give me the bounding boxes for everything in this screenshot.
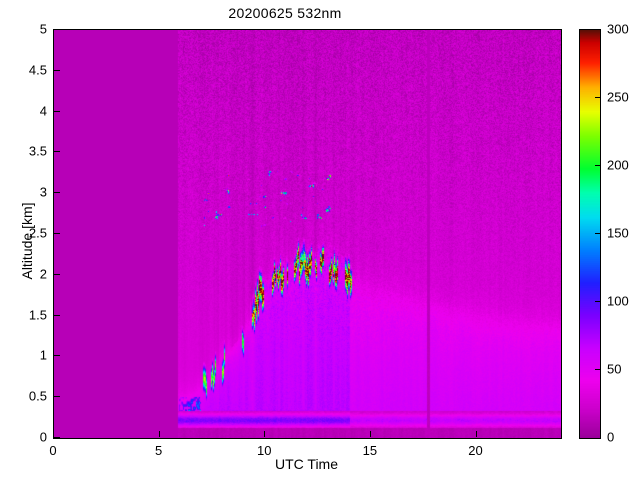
y-tick-mark xyxy=(54,151,60,152)
y-tick-mark xyxy=(54,274,60,275)
colorbar-tick-mark xyxy=(595,301,600,302)
y-tick-mark xyxy=(54,70,60,71)
y-tick-mark xyxy=(54,396,60,397)
colorbar-tick-mark xyxy=(595,97,600,98)
y-tick-label: 3 xyxy=(39,184,47,200)
colorbar-canvas xyxy=(580,30,600,438)
y-tick-label: 2 xyxy=(39,266,47,282)
x-tick-label: 20 xyxy=(468,443,483,458)
colorbar-tick-label: 50 xyxy=(607,361,622,377)
y-tick-mark xyxy=(54,315,60,316)
colorbar-tick-label: 100 xyxy=(607,293,629,309)
x-tick-mark xyxy=(53,431,54,437)
x-tick-label: 15 xyxy=(362,443,378,458)
x-tick-label: 10 xyxy=(257,443,272,458)
colorbar-tick-label: 250 xyxy=(607,89,629,105)
x-tick-mark xyxy=(264,431,265,437)
y-tick-mark xyxy=(54,192,60,193)
colorbar[interactable] xyxy=(579,29,601,439)
y-tick-label: 0.5 xyxy=(28,388,47,404)
y-tick-label: 1 xyxy=(39,347,47,363)
colorbar-tick-mark xyxy=(595,369,600,370)
y-tick-label: 4.5 xyxy=(28,62,47,78)
colorbar-tick-label: 300 xyxy=(607,21,629,37)
colorbar-tick-label: 0 xyxy=(607,429,615,445)
colorbar-tick-mark xyxy=(595,233,600,234)
y-tick-mark xyxy=(54,111,60,112)
y-tick-label: 3.5 xyxy=(28,143,47,159)
y-tick-label: 1.5 xyxy=(28,307,47,323)
y-tick-mark xyxy=(54,29,60,30)
y-tick-mark xyxy=(54,437,60,438)
heatmap-canvas xyxy=(54,30,561,438)
y-tick-label: 2.5 xyxy=(28,225,47,241)
y-tick-label: 4 xyxy=(39,103,47,119)
x-tick-mark xyxy=(476,431,477,437)
x-tick-mark xyxy=(370,431,371,437)
colorbar-tick-mark xyxy=(595,165,600,166)
colorbar-tick-label: 150 xyxy=(607,225,629,241)
x-tick-label: 0 xyxy=(49,443,57,458)
x-tick-label: 5 xyxy=(155,443,163,458)
colorbar-tick-label: 200 xyxy=(607,157,629,173)
y-tick-mark xyxy=(54,355,60,356)
heatmap-axes[interactable] xyxy=(53,29,562,439)
y-tick-mark xyxy=(54,233,60,234)
x-tick-mark xyxy=(159,431,160,437)
x-axis-label: UTC Time xyxy=(275,456,338,472)
y-tick-label: 0 xyxy=(39,429,47,445)
y-tick-label: 5 xyxy=(39,21,47,37)
page-title: 20200625 532nm xyxy=(228,5,342,21)
